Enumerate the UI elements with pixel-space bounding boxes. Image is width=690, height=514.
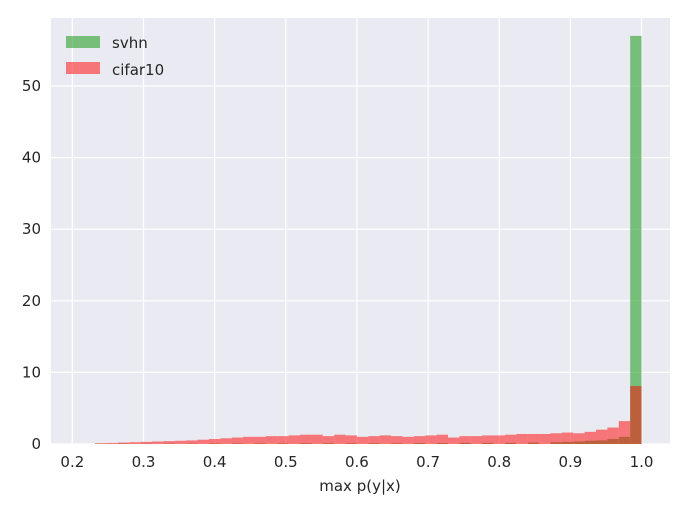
cifar10-bar	[265, 436, 278, 444]
cifar10-bar	[300, 434, 312, 444]
cifar10-bar	[436, 434, 449, 444]
cifar10-bar	[607, 427, 619, 444]
cifar10-bar	[561, 432, 574, 444]
x-tick-label: 0.4	[203, 453, 227, 471]
cifar10-bar	[231, 437, 244, 444]
cifar10-bar	[197, 439, 209, 444]
cifar10-bar	[356, 436, 369, 444]
cifar10-bar	[448, 437, 460, 444]
cifar10-bar	[584, 431, 597, 444]
x-tick-label: 1.0	[630, 453, 654, 471]
x-tick-label: 0.9	[558, 453, 582, 471]
cifar10-bar	[311, 434, 323, 444]
x-tick-label: 0.6	[345, 453, 369, 471]
legend: svhn cifar10	[66, 34, 164, 79]
cifar10-bar	[220, 438, 232, 444]
cifar10-bar	[243, 436, 255, 444]
cifar10-bar	[106, 442, 118, 444]
cifar10-bar	[618, 421, 631, 444]
cifar10-bar	[368, 436, 380, 444]
x-tick-label: 0.8	[487, 453, 511, 471]
cifar10-bar	[152, 441, 164, 444]
y-tick-label: 0	[31, 435, 41, 453]
legend-swatch-svhn	[66, 36, 100, 48]
cifar10-bar	[186, 440, 198, 444]
y-tick-label: 10	[22, 363, 41, 381]
y-tick-labels: 0 10 20 30 40 50	[22, 77, 41, 453]
cifar10-bar	[413, 436, 426, 444]
cifar10-bar	[459, 436, 471, 444]
cifar10-bar	[95, 443, 107, 444]
cifar10-bar	[129, 442, 141, 444]
cifar10-bar	[550, 433, 562, 444]
cifar10-bar	[322, 436, 335, 444]
y-tick-label: 40	[22, 149, 41, 167]
y-tick-label: 30	[22, 220, 41, 238]
cifar10-bar	[208, 438, 221, 444]
cifar10-bar	[254, 436, 266, 444]
x-tick-label: 0.3	[132, 453, 156, 471]
legend-label-cifar10: cifar10	[112, 61, 164, 79]
cifar10-bar	[277, 436, 289, 444]
cifar10-bar	[345, 435, 357, 444]
cifar10-bar	[516, 433, 528, 444]
cifar10-bar	[504, 434, 517, 444]
series-cifar10	[95, 386, 642, 444]
legend-label-svhn: svhn	[112, 34, 148, 52]
cifar10-bar	[391, 436, 403, 444]
cifar10-bar	[163, 441, 175, 444]
cifar10-bar	[482, 435, 494, 444]
cifar10-bar	[288, 435, 301, 444]
histogram-bars	[95, 35, 642, 444]
x-tick-labels: 0.2 0.3 0.4 0.5 0.6 0.7 0.8 0.9 1.0	[60, 453, 653, 471]
cifar10-bar	[174, 440, 187, 444]
svhn-bar	[630, 35, 642, 444]
y-tick-label: 50	[22, 77, 41, 95]
cifar10-bar	[140, 441, 153, 444]
cifar10-bar	[402, 436, 414, 444]
cifar10-bar	[379, 435, 392, 444]
cifar10-bar	[425, 435, 437, 444]
x-tick-label: 0.7	[416, 453, 440, 471]
x-axis-label: max p(y|x)	[319, 477, 400, 495]
cifar10-bar	[539, 433, 551, 444]
cifar10-bar	[117, 442, 130, 444]
cifar10-bar	[596, 429, 608, 444]
cifar10-bar	[334, 434, 346, 444]
legend-swatch-cifar10	[66, 62, 100, 74]
cifar10-bar	[573, 433, 585, 444]
x-tick-label: 0.5	[274, 453, 298, 471]
x-tick-label: 0.2	[60, 453, 84, 471]
cifar10-bar	[630, 386, 642, 444]
y-tick-label: 20	[22, 292, 41, 310]
cifar10-bar	[527, 433, 540, 444]
cifar10-bar	[470, 436, 483, 444]
cifar10-bar	[493, 435, 505, 444]
